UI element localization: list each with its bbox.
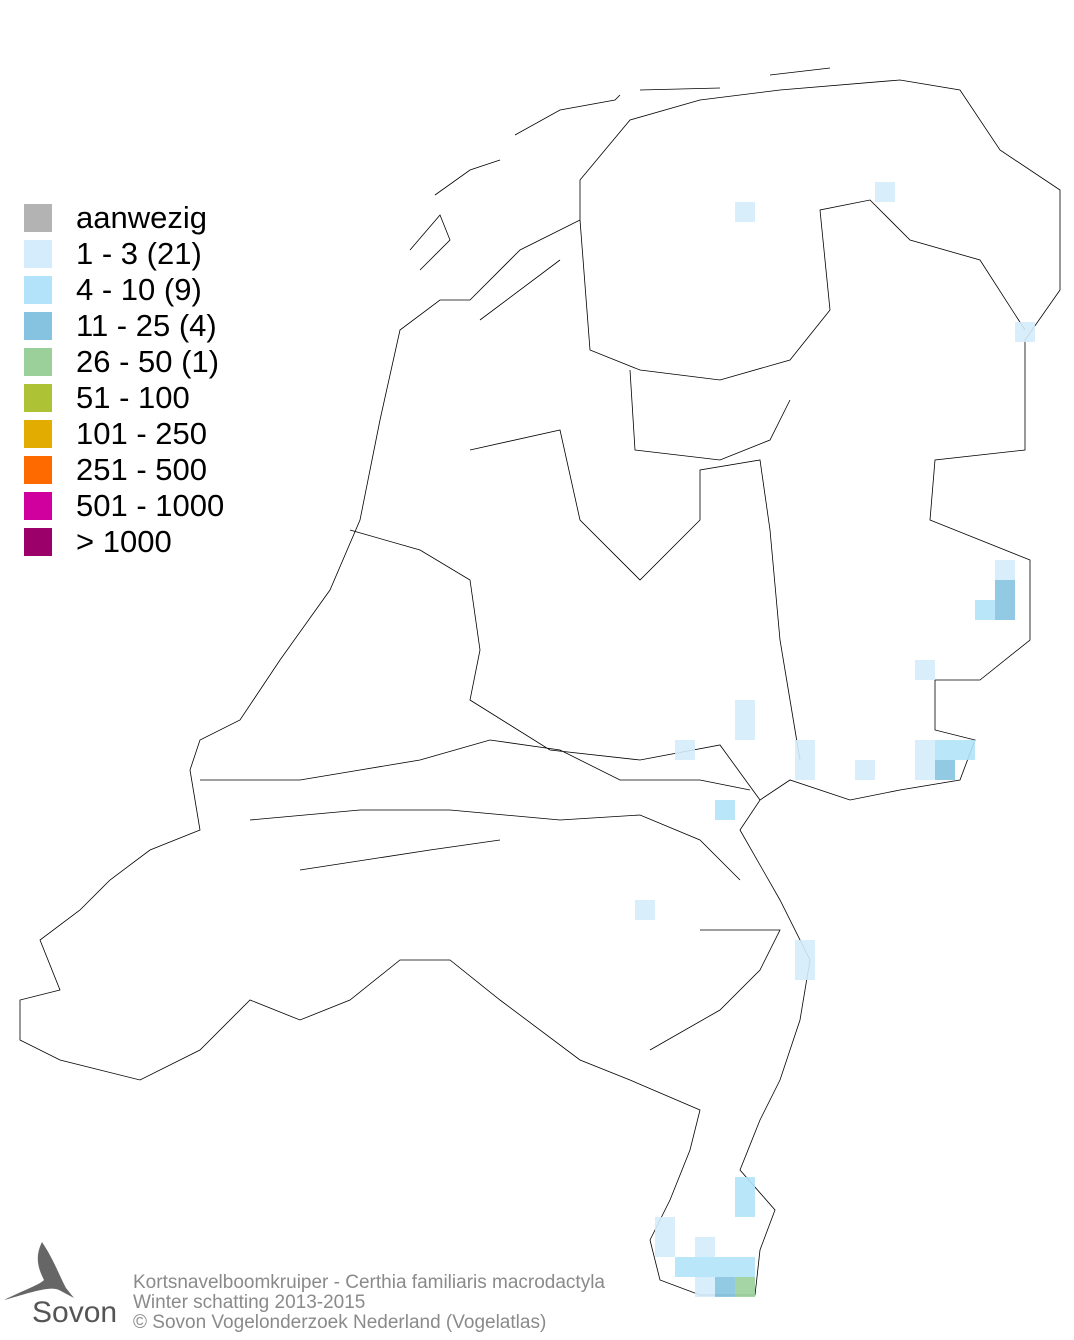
grid-cell bbox=[795, 940, 815, 980]
period-subtitle: Winter schatting 2013-2015 bbox=[133, 1292, 366, 1313]
grid-cell bbox=[695, 1237, 715, 1257]
legend-label: 11 - 25 (4) bbox=[76, 308, 217, 343]
legend-swatch bbox=[24, 240, 52, 268]
legend-label: > 1000 bbox=[76, 524, 172, 559]
legend-label: 26 - 50 (1) bbox=[76, 344, 220, 379]
legend-item: 251 - 500 bbox=[24, 452, 224, 488]
legend-swatch bbox=[24, 312, 52, 340]
legend-swatch bbox=[24, 420, 52, 448]
grid-cell bbox=[935, 760, 955, 780]
legend-label: 1 - 3 (21) bbox=[76, 236, 202, 271]
grid-cell bbox=[735, 202, 755, 222]
grid-cell bbox=[915, 660, 935, 680]
grid-cell bbox=[995, 580, 1015, 620]
grid-cell bbox=[635, 900, 655, 920]
legend: aanwezig 1 - 3 (21) 4 - 10 (9) 11 - 25 (4) 2… bbox=[24, 200, 224, 560]
map-credits: Kortsnavelboomkruiper - Certhia familiar… bbox=[133, 1273, 605, 1333]
grid-cell bbox=[675, 1257, 755, 1277]
legend-item: 101 - 250 bbox=[24, 416, 224, 452]
grid-cell bbox=[795, 740, 815, 780]
legend-label: 251 - 500 bbox=[76, 452, 207, 487]
legend-label: 51 - 100 bbox=[76, 380, 190, 415]
legend-swatch bbox=[24, 276, 52, 304]
sovon-swallow-logo bbox=[4, 1242, 74, 1300]
legend-item: > 1000 bbox=[24, 524, 224, 560]
grid-cell bbox=[975, 600, 995, 620]
grid-cell bbox=[875, 182, 895, 202]
legend-swatch bbox=[24, 492, 52, 520]
grid-cell bbox=[735, 1177, 755, 1217]
grid-cell bbox=[735, 700, 755, 740]
country-outline bbox=[19, 67, 1061, 1296]
legend-label: aanwezig bbox=[76, 200, 207, 235]
grid-cell bbox=[715, 800, 735, 820]
legend-label: 4 - 10 (9) bbox=[76, 272, 202, 307]
legend-item: 26 - 50 (1) bbox=[24, 344, 224, 380]
legend-label: 501 - 1000 bbox=[76, 488, 225, 523]
species-title: Kortsnavelboomkruiper - Certhia familiar… bbox=[133, 1272, 606, 1293]
abundance-cells bbox=[635, 182, 1035, 1297]
legend-item: 51 - 100 bbox=[24, 380, 224, 416]
grid-cell bbox=[1015, 322, 1035, 342]
grid-cell bbox=[915, 740, 935, 780]
grid-cell bbox=[695, 1277, 715, 1297]
grid-cell bbox=[735, 1277, 755, 1297]
legend-swatch bbox=[24, 348, 52, 376]
legend-swatch bbox=[24, 528, 52, 556]
grid-cell bbox=[675, 740, 695, 760]
grid-cell bbox=[855, 760, 875, 780]
grid-cell bbox=[655, 1217, 675, 1257]
grid-cell bbox=[715, 1277, 735, 1297]
legend-swatch bbox=[24, 384, 52, 412]
legend-item: 11 - 25 (4) bbox=[24, 308, 224, 344]
legend-item: 4 - 10 (9) bbox=[24, 272, 224, 308]
legend-item: 1 - 3 (21) bbox=[24, 236, 224, 272]
legend-label: 101 - 250 bbox=[76, 416, 207, 451]
legend-swatch bbox=[24, 456, 52, 484]
legend-item: 501 - 1000 bbox=[24, 488, 224, 524]
legend-swatch bbox=[24, 204, 52, 232]
sovon-logo-text: Sovon bbox=[32, 1296, 118, 1329]
grid-cell bbox=[935, 740, 975, 760]
copyright: © Sovon Vogelonderzoek Nederland (Vogela… bbox=[133, 1312, 547, 1333]
legend-item: aanwezig bbox=[24, 200, 224, 236]
grid-cell bbox=[995, 560, 1015, 580]
